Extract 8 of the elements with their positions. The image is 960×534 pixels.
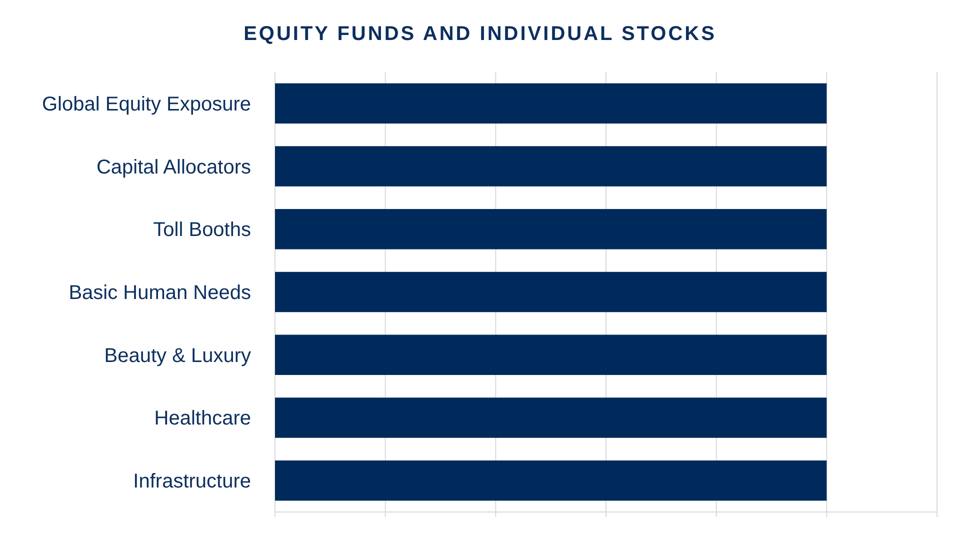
chart-title: EQUITY FUNDS AND INDIVIDUAL STOCKS [244,23,716,45]
y-tick-label: Capital Allocators [96,156,251,178]
y-tick-label: Healthcare [154,408,251,430]
y-tick-label: Basic Human Needs [68,282,251,304]
y-tick-label: Global Equity Exposure [42,93,251,116]
y-tick-label: Beauty & Luxury [104,344,251,367]
y-tick-label: Toll Booths [153,219,251,242]
y-tick-label: Infrastructure [133,470,251,493]
